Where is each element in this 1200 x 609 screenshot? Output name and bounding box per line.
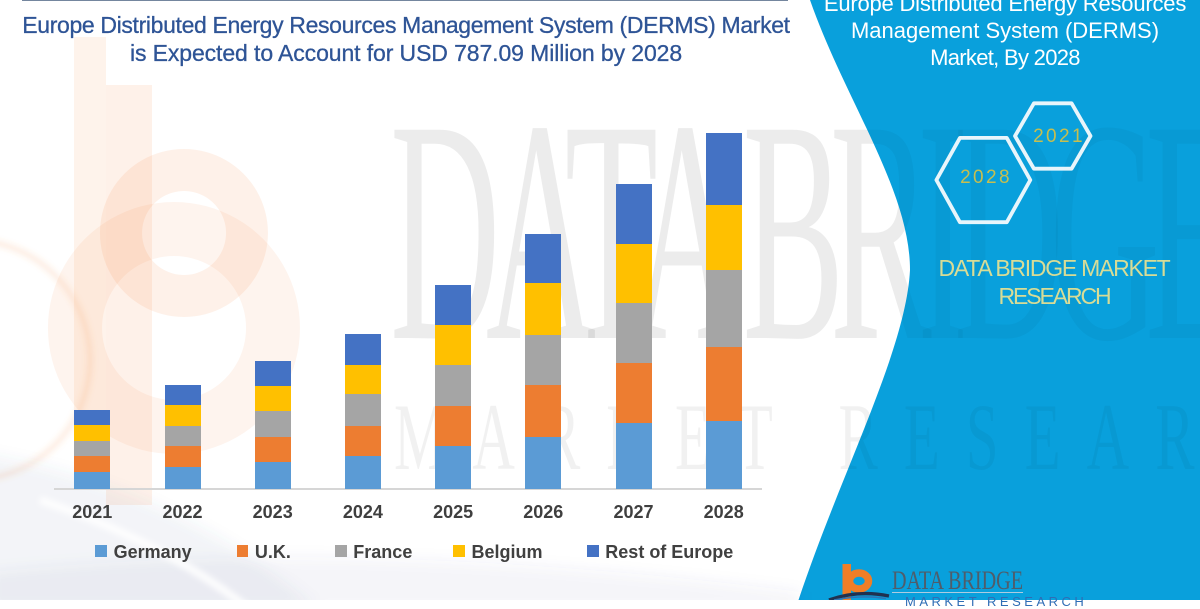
svg-text:DATA BRIDGE: DATA BRIDGE xyxy=(892,566,1023,595)
svg-text:MARKET RESEARCH: MARKET RESEARCH xyxy=(394,386,1200,491)
